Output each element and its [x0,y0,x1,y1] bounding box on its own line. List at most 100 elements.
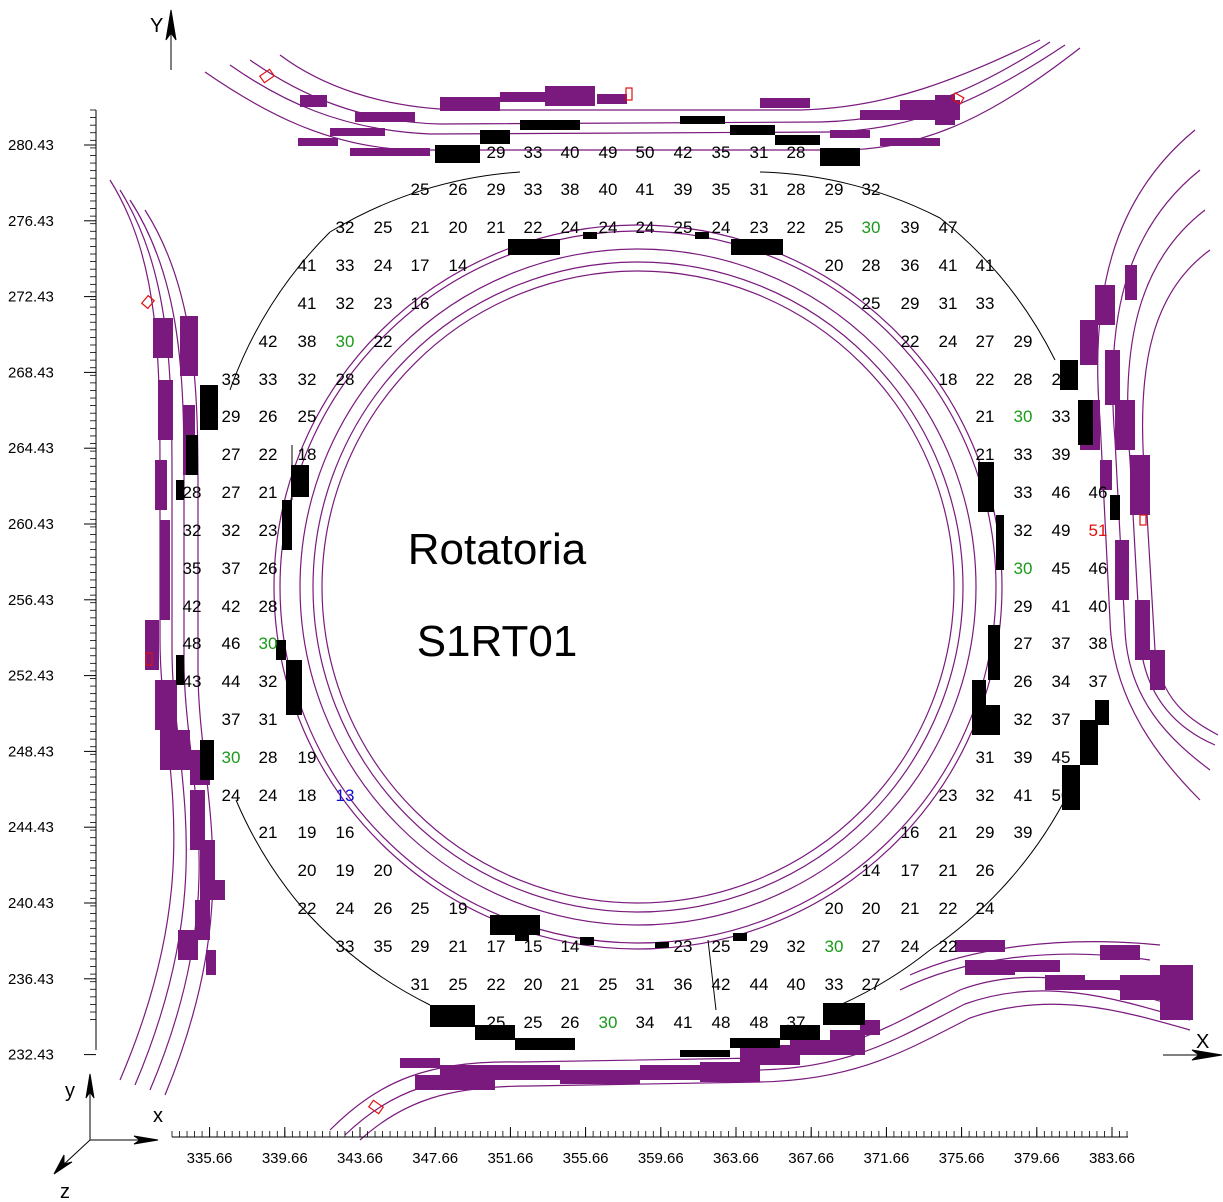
grid-value: 24 [374,256,393,275]
x-tick-label: 379.66 [1014,1150,1060,1167]
grid-value: 25 [825,218,844,237]
y-tick-label: 276.43 [8,213,54,230]
grid-value: 26 [976,861,995,880]
grid-value: 47 [939,218,958,237]
grid-value: 14 [862,861,881,880]
grid-value: 30 [825,937,844,956]
grid-value: 21 [561,975,580,994]
grid-value: 35 [183,559,202,578]
grid-value: 37 [1052,634,1071,653]
grid-value: 18 [298,786,317,805]
grid-value: 34 [1052,672,1071,691]
triad-z-label: z [60,1181,70,1202]
grid-value: 40 [599,180,618,199]
grid-value: 39 [674,180,693,199]
grid-value: 20 [825,899,844,918]
y-tick-label: 244.43 [8,819,54,836]
grid-value: 41 [1052,597,1071,616]
grid-value: 16 [901,823,920,842]
marker [140,294,156,310]
grid-value: 22 [487,975,506,994]
grid-value: 21 [939,823,958,842]
inner-ring-outer [299,248,977,926]
grid-value: 37 [222,559,241,578]
grid-value: 23 [674,937,693,956]
grid-value: 30 [222,748,241,767]
x-tick-label: 371.66 [863,1150,909,1167]
grid-value: 30 [336,332,355,351]
grid-value: 17 [487,937,506,956]
grid-value: 37 [787,1013,806,1032]
grid-value: 46 [222,634,241,653]
grid-value: 26 [561,1013,580,1032]
grid-value: 33 [524,143,543,162]
grid-value: 42 [222,597,241,616]
y-axis [84,9,177,1056]
x-tick-label: 355.66 [563,1150,609,1167]
grid-value: 36 [901,256,920,275]
grid-value: 42 [259,332,278,351]
grid-value: 32 [259,672,278,691]
grid-value: 21 [259,823,278,842]
grid-value: 30 [259,634,278,653]
grid-value: 32 [1014,521,1033,540]
grid-value: 46 [1052,483,1071,502]
grid-value: 41 [976,256,995,275]
grid-value: 36 [674,975,693,994]
grid-value: 30 [1014,559,1033,578]
grid-value: 33 [259,370,278,389]
grid-value: 33 [825,975,844,994]
grid-value: 25 [524,1013,543,1032]
grid-value: 14 [561,937,580,956]
grid-value: 39 [901,218,920,237]
grid-value: 20 [449,218,468,237]
grid-value: 28 [1014,370,1033,389]
grid-value: 24 [636,218,655,237]
grid-value: 14 [449,256,468,275]
grid-value: 23 [374,294,393,313]
grid-value: 24 [599,218,618,237]
outer-ring-2 [273,224,1003,950]
grid-value: 26 [374,899,393,918]
grid-value: 20 [524,975,543,994]
grid-value: 33 [222,370,241,389]
marker [258,68,276,84]
y-tick-label: 232.43 [8,1047,54,1064]
grid-value: 48 [712,1013,731,1032]
grid-value: 51 [1089,521,1108,540]
grid-value: 33 [1052,407,1071,426]
grid-value: 41 [298,256,317,275]
title-line-2: S1RT01 [417,617,578,666]
y-tick-label: 256.43 [8,592,54,609]
grid-value: 18 [298,445,317,464]
grid-value: 20 [298,861,317,880]
grid-value: 28 [259,748,278,767]
grid-value: 21 [976,445,995,464]
y-axis-title: Y [150,15,163,37]
grid-value: 31 [636,975,655,994]
grid-value: 32 [298,370,317,389]
grid-value: 22 [939,899,958,918]
grid-value: 25 [374,218,393,237]
marker [145,652,153,666]
grid-value: 27 [976,332,995,351]
grid-value: 16 [336,823,355,842]
triad-y-label: y [65,1080,75,1102]
triad-y-arrow-icon [85,1073,95,1099]
grid-value: 17 [901,861,920,880]
grid-value: 26 [259,407,278,426]
x-tick-label: 363.66 [713,1150,759,1167]
grid-value: 29 [487,180,506,199]
grid-value: 42 [712,975,731,994]
right-approach-road [1097,129,1219,801]
grid-value: 25 [411,899,430,918]
grid-value: 37 [1089,672,1108,691]
grid-value: 27 [1014,634,1033,653]
grid-value: 22 [298,899,317,918]
block-fills [176,116,1120,1057]
x-tick-label: 351.66 [487,1150,533,1167]
grid-value: 33 [976,294,995,313]
grid-value: 22 [787,218,806,237]
grid-value: 24 [336,899,355,918]
